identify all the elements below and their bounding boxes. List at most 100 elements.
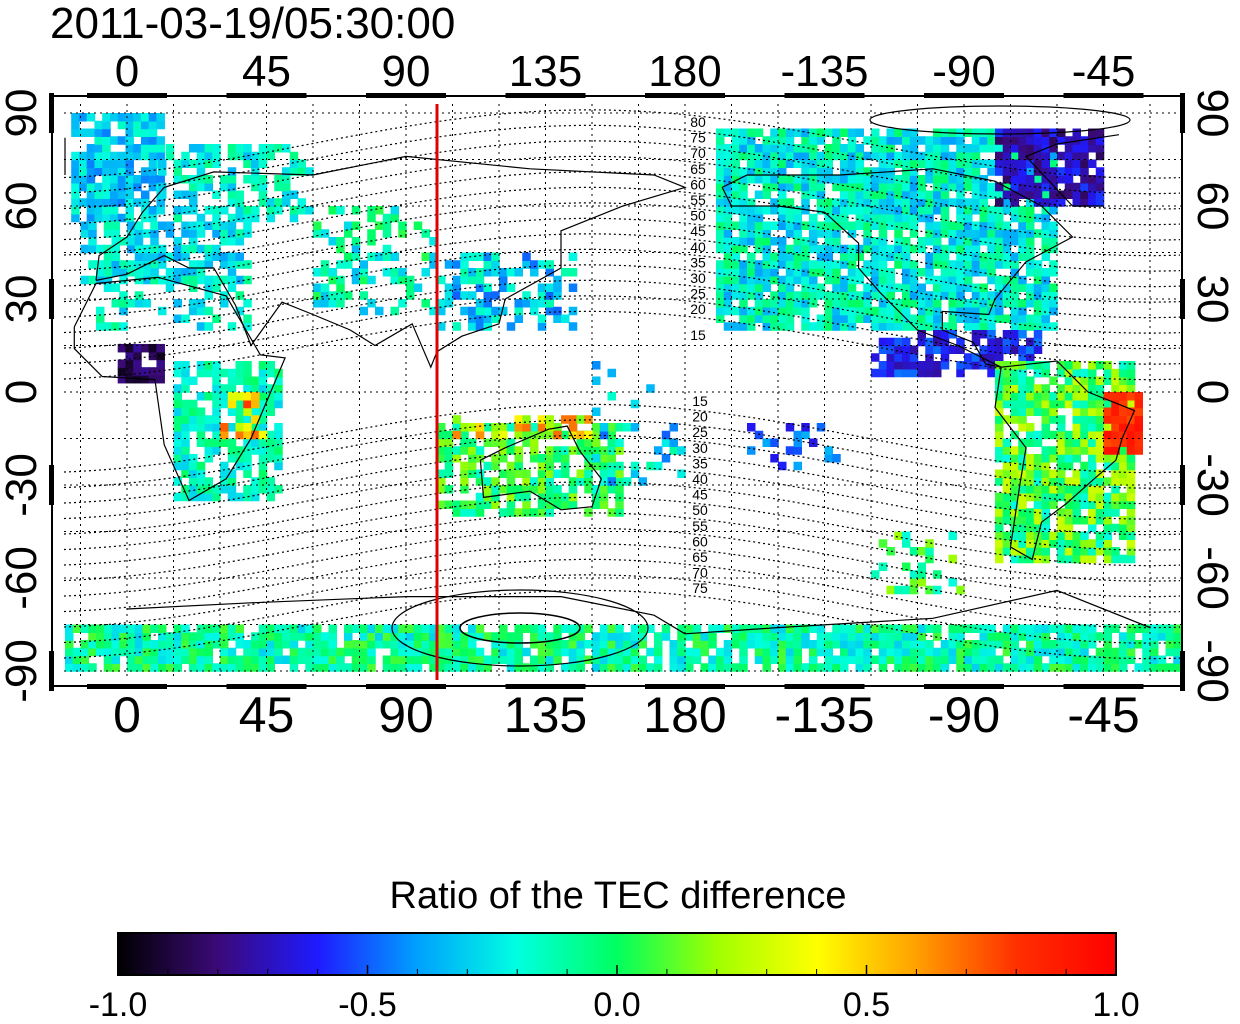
tec-patch [592, 485, 601, 494]
tec-patch [902, 237, 911, 246]
tec-patch [289, 647, 299, 657]
tec-patch [948, 531, 957, 540]
tec-patch [1026, 392, 1035, 401]
tec-patch [824, 314, 833, 323]
tec-patch [437, 299, 446, 308]
tec-patch [770, 275, 779, 285]
tec-patch [212, 624, 221, 633]
tec-patch [863, 206, 872, 215]
tec-patch [1026, 508, 1035, 517]
tec-patch [832, 632, 841, 641]
tec-patch [886, 547, 895, 556]
tec-patch [832, 624, 841, 633]
tec-patch [328, 206, 337, 215]
tec-patch [1018, 539, 1027, 548]
tec-patch [133, 351, 142, 361]
tec-patch [878, 314, 888, 323]
tec-patch [125, 351, 134, 361]
tec-patch [514, 647, 523, 657]
tec-patch [1033, 454, 1043, 463]
tec-patch [227, 175, 237, 184]
tec-patch [855, 206, 864, 215]
tec-patch [1041, 368, 1050, 378]
tec-patch [940, 229, 950, 238]
tec-patch [770, 128, 779, 137]
tec-patch [940, 337, 950, 347]
tec-patch [204, 221, 213, 230]
tec-patch [956, 260, 965, 269]
tec-patch [506, 461, 516, 471]
tec-patch [824, 213, 833, 223]
tec-patch [1018, 454, 1027, 463]
tec-patch [568, 477, 578, 486]
tec-patch [196, 407, 206, 416]
tec-patch [367, 624, 376, 633]
tec-patch [109, 213, 119, 223]
tec-patch [235, 640, 244, 649]
tec-patch [243, 314, 252, 323]
tec-patch [987, 268, 996, 277]
tec-patch [847, 144, 857, 153]
tec-patch [925, 229, 934, 238]
tec-patch [499, 485, 508, 494]
tec-patch [111, 221, 120, 230]
tec-patch [491, 306, 500, 316]
tec-patch [832, 182, 841, 192]
tec-patch [785, 175, 795, 184]
tec-patch [148, 175, 158, 184]
tec-patch [514, 624, 523, 633]
tec-patch [568, 485, 578, 494]
tec-patch [1033, 624, 1043, 633]
tec-patch [351, 252, 361, 261]
tec-patch [320, 299, 330, 308]
tec-patch [1080, 159, 1089, 168]
tec-patch [127, 640, 136, 649]
tec-patch [189, 632, 198, 641]
tec-patch [398, 640, 407, 649]
tec-patch [599, 500, 609, 509]
tec-patch [1088, 492, 1097, 502]
tec-patch [592, 361, 601, 370]
tec-patch [305, 167, 314, 176]
tec-patch [1041, 159, 1050, 168]
tec-patch [483, 461, 492, 471]
tec-patch [964, 128, 973, 137]
coastline [994, 360, 1136, 561]
tec-patch [351, 640, 361, 649]
tec-patch [1002, 508, 1012, 517]
tec-patch [1095, 399, 1105, 409]
tec-patch [739, 663, 748, 672]
tec-patch [886, 632, 895, 641]
tec-patch [189, 306, 198, 316]
tec-patch [592, 376, 601, 385]
tec-patch [809, 268, 818, 277]
tec-patch [1049, 268, 1058, 277]
tec-patch [71, 182, 80, 192]
tec-patch [1080, 461, 1089, 471]
tec-patch [863, 229, 872, 238]
tec-patch [855, 213, 864, 223]
tec-patch [1165, 647, 1174, 657]
tec-patch [282, 182, 291, 192]
tec-patch [189, 469, 198, 478]
tec-patch [561, 663, 570, 672]
tec-patch [274, 640, 283, 649]
tec-patch [716, 221, 725, 230]
tec-patch [909, 190, 919, 199]
tec-patch [863, 175, 872, 184]
tec-patch [561, 647, 570, 657]
tec-patch [1010, 663, 1019, 672]
tec-patch [189, 182, 198, 192]
tec-patch [925, 306, 934, 316]
tec-patch [902, 198, 911, 207]
tec-patch [739, 260, 748, 269]
tec-patch [1088, 640, 1097, 649]
tec-patch [133, 367, 142, 376]
tec-patch [351, 237, 361, 246]
tec-patch [336, 244, 345, 254]
tec-patch [917, 547, 926, 556]
tec-patch [328, 299, 337, 308]
tec-patch [258, 407, 268, 416]
tec-patch [127, 663, 136, 672]
tec-patch [723, 175, 733, 184]
